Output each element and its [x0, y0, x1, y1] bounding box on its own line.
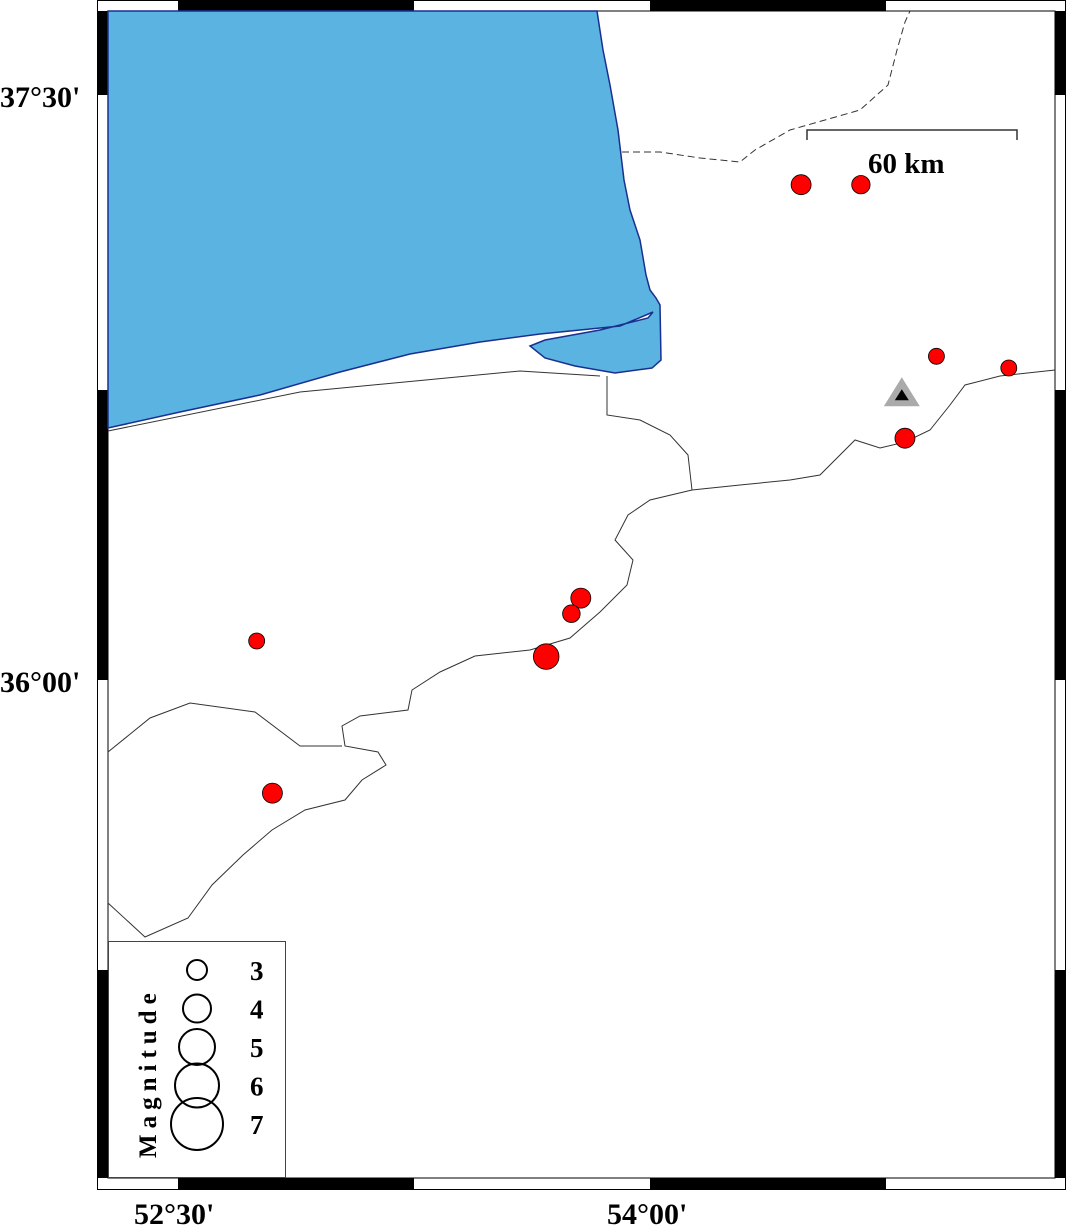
station-layer	[883, 377, 920, 407]
earthquake-event-4	[894, 427, 916, 449]
legend-circle-7	[170, 1097, 224, 1151]
lon-label-54-00: 54°00'	[607, 1198, 687, 1226]
legend-circle-4	[182, 993, 212, 1024]
earthquake-event-1	[851, 175, 871, 195]
frame-checker	[98, 1, 1065, 1189]
legend-circle-6	[174, 1062, 220, 1109]
earthquake-event-9	[262, 782, 283, 804]
earthquake-event-3	[1000, 359, 1018, 377]
earthquake-event-6	[562, 604, 581, 623]
triangle-station-icon	[894, 389, 909, 401]
earthquake-event-5	[570, 587, 592, 609]
lon-label-52-30: 52°30'	[134, 1198, 214, 1226]
legend-circle-3	[186, 959, 208, 981]
scale-bar: 60 km	[806, 129, 1018, 180]
legend-label-7: 7	[250, 1110, 264, 1140]
earthquake-event-7	[532, 643, 560, 670]
caspian-sea	[107, 10, 662, 429]
legend-circle-5	[178, 1028, 216, 1066]
earthquake-event-2	[928, 347, 945, 365]
lat-label-37-30: 37°30'	[0, 81, 80, 114]
events-layer	[248, 174, 1018, 804]
legend-label-4: 4	[250, 995, 264, 1025]
legend-label-6: 6	[250, 1072, 264, 1102]
lat-label-36-00: 36°00'	[0, 666, 80, 699]
legend-title: Magnitude	[135, 987, 162, 1158]
legend-label-5: 5	[250, 1033, 264, 1063]
earthquake-event-8	[248, 632, 266, 650]
land-boundaries	[107, 10, 1056, 938]
earthquake-event-0	[790, 174, 812, 196]
magnitude-legend: Magnitude 3 4 5 6 7	[108, 941, 286, 1178]
scale-bar-label: 60 km	[868, 148, 945, 180]
legend-label-3: 3	[250, 956, 264, 986]
